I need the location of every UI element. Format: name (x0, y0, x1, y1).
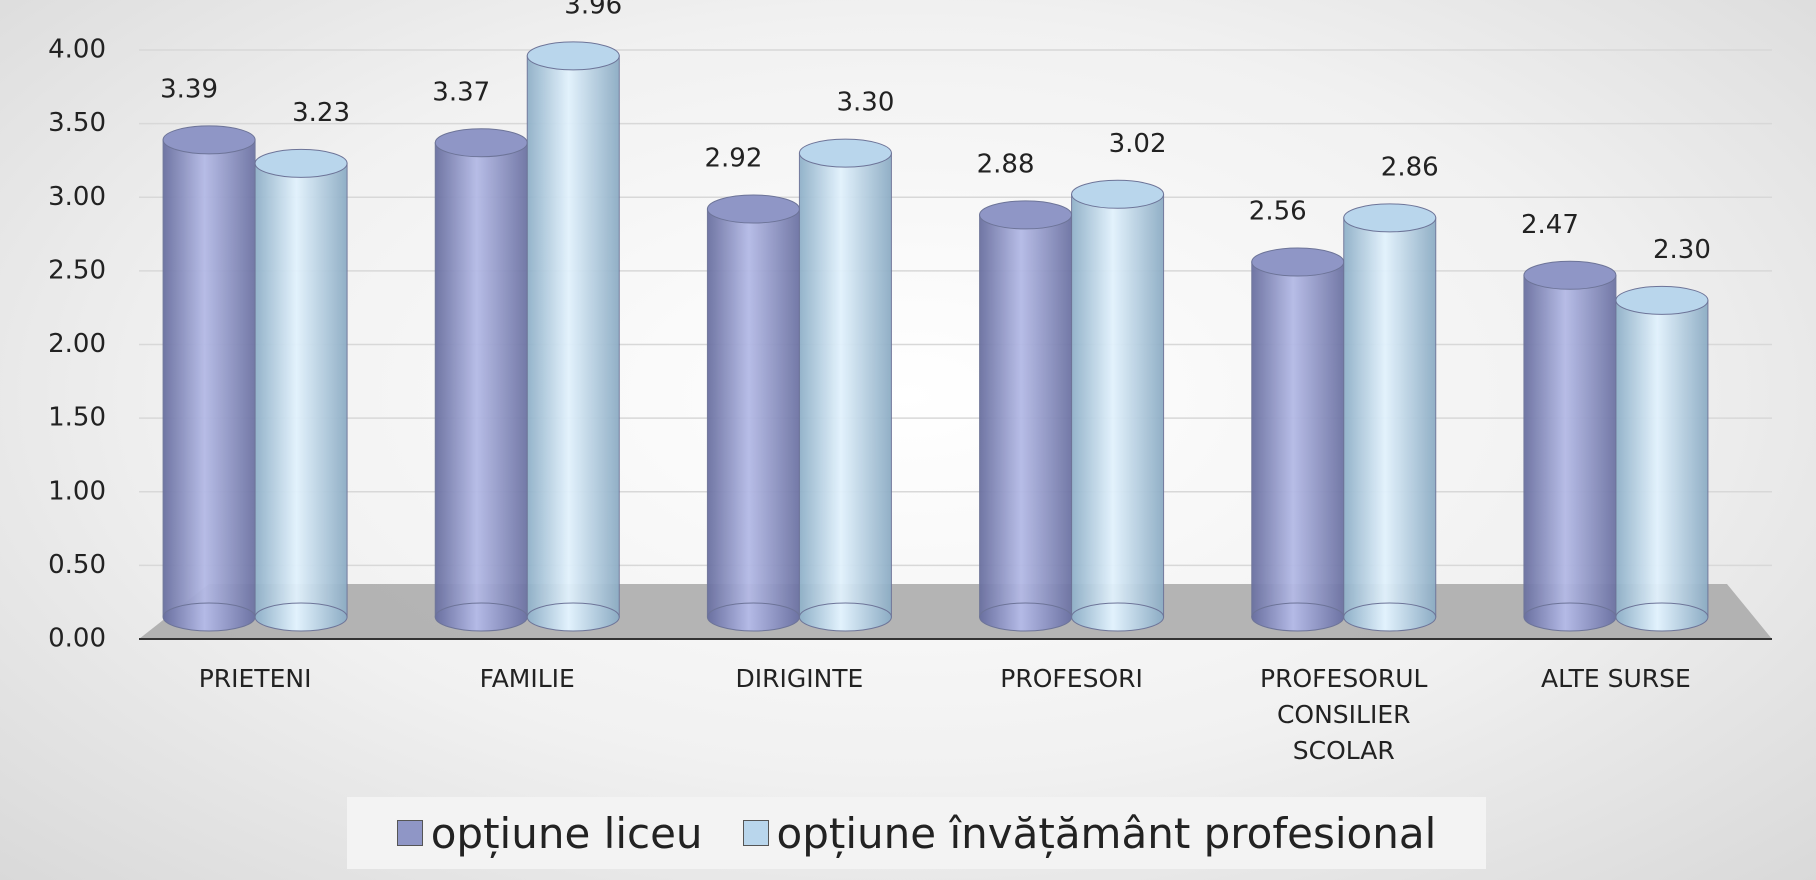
data-label: 3.30 (836, 88, 894, 118)
legend-swatch (742, 820, 769, 846)
cylinder-top (1615, 285, 1709, 315)
x-tick-label: PROFESORI (1000, 664, 1143, 693)
cylinder-bottom (526, 602, 620, 632)
cylinder-top (434, 128, 528, 158)
data-label: 2.88 (977, 149, 1035, 179)
y-tick-label: 3.50 (48, 108, 106, 138)
cylinder-body (254, 162, 348, 618)
cylinder (434, 128, 528, 632)
y-tick-label: 2.50 (48, 255, 106, 285)
cylinder (1523, 260, 1617, 632)
cylinder-body (1071, 193, 1165, 618)
legend-item: opțiune liceu (396, 808, 703, 858)
y-tick-label: 2.00 (48, 329, 106, 359)
cylinder (706, 194, 800, 632)
data-label: 2.30 (1653, 235, 1711, 265)
cylinder-top (979, 200, 1073, 230)
cylinder-bottom (798, 602, 892, 632)
cylinder-top (706, 194, 800, 224)
cylinder (1343, 203, 1437, 632)
cylinder-top (1071, 179, 1165, 209)
cylinder-bottom (1343, 602, 1437, 632)
cylinder-body (1251, 261, 1345, 618)
cylinder-bottom (1251, 602, 1345, 632)
y-tick-label: 3.00 (48, 182, 106, 212)
cylinder-bottom (162, 602, 256, 632)
cylinder-top (1343, 203, 1437, 233)
cylinder (162, 125, 256, 632)
cylinder-top (1523, 260, 1617, 290)
data-label: 3.39 (160, 74, 218, 104)
x-tick-label: PRIETENI (198, 664, 312, 693)
cylinder-body (798, 152, 892, 618)
x-tick-label: FAMILIE (479, 664, 575, 693)
cylinder-body (526, 55, 620, 618)
cylinder-bottom (1523, 602, 1617, 632)
data-label: 3.02 (1109, 129, 1167, 159)
cylinder-body (706, 208, 800, 618)
cylinder (1251, 247, 1345, 632)
data-label: 2.92 (704, 144, 762, 174)
cylinder-body (1523, 274, 1617, 618)
cylinder-top (1251, 247, 1345, 277)
y-tick-label: 0.00 (48, 624, 106, 654)
cylinder-bottom (434, 602, 528, 632)
cylinder-body (434, 142, 528, 618)
data-label: 2.47 (1521, 210, 1579, 240)
cylinder (254, 148, 348, 632)
cylinder-bottom (254, 602, 348, 632)
cylinder-top (526, 41, 620, 71)
cylinder-bottom (1615, 602, 1709, 632)
cylinder-bottom (1071, 602, 1165, 632)
x-tick-label: PROFESORUL CONSILIER SCOLAR (1260, 664, 1428, 765)
y-tick-label: 0.50 (48, 550, 106, 580)
y-tick-label: 4.00 (48, 35, 106, 65)
cylinder-body (1343, 217, 1437, 618)
data-label: 3.23 (292, 98, 350, 128)
legend-swatch (396, 820, 423, 846)
data-label: 3.37 (432, 77, 490, 107)
y-tick-label: 1.50 (48, 403, 106, 433)
cylinder-body (1615, 299, 1709, 618)
cylinder (1071, 179, 1165, 632)
cylinder-top (798, 138, 892, 168)
y-tick-label: 1.00 (48, 476, 106, 506)
data-label: 3.96 (564, 0, 622, 20)
cylinder-bottom (706, 602, 800, 632)
legend-label: opțiune învățământ profesional (776, 808, 1437, 858)
cylinder (526, 41, 620, 632)
x-tick-label: DIRIGINTE (735, 664, 864, 693)
cylinder-body (979, 214, 1073, 618)
cylinder-bottom (979, 602, 1073, 632)
cylinder (1615, 285, 1709, 632)
data-label: 2.86 (1381, 152, 1439, 182)
cylinder (798, 138, 892, 632)
x-tick-label: ALTE SURSE (1541, 664, 1691, 693)
cylinder-top (162, 125, 256, 155)
data-label: 2.56 (1249, 197, 1307, 227)
legend: opțiune liceu opțiune învățământ profesio… (347, 797, 1486, 869)
cylinder (979, 200, 1073, 632)
cylinder-top (254, 148, 348, 178)
cylinder-body (162, 139, 256, 618)
legend-label: opțiune liceu (430, 808, 703, 858)
legend-item: opțiune învățământ profesional (742, 808, 1437, 858)
